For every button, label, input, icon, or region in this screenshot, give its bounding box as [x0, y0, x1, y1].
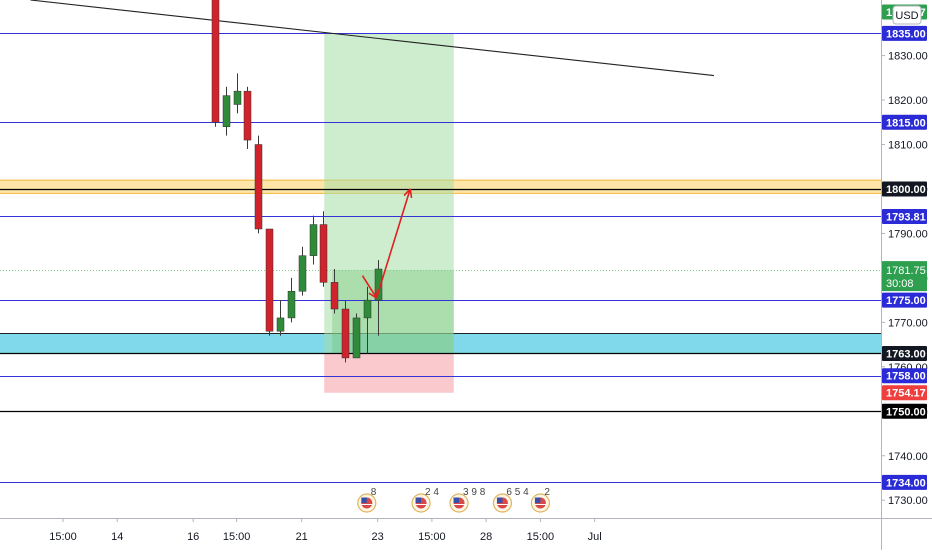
level-lines-layer	[0, 33, 881, 483]
level-price-tag-9: 1734.00	[886, 477, 926, 489]
candle-body-11	[330, 282, 339, 310]
level-price-tag-1-bg	[882, 114, 927, 130]
candle-body-14	[363, 299, 372, 319]
event-count-3: 6 5 4	[506, 487, 529, 498]
y-tick-label-4: 1770.00	[888, 317, 928, 329]
last-price-tag-bg	[882, 261, 927, 292]
x-tick-label-1: 14	[111, 531, 123, 543]
last-price-tag: 1781.75	[886, 265, 926, 277]
candle-body-4	[254, 144, 263, 230]
position-loss-area[interactable]	[324, 353, 454, 393]
candle-body-9	[309, 224, 318, 256]
x-tick-label-2: 16	[187, 531, 199, 543]
time-axis-bg	[0, 518, 932, 550]
projection-arrow-layer[interactable]	[361, 188, 413, 299]
event-count-2: 3 9 8	[463, 487, 486, 498]
level-price-tag-5-bg	[882, 345, 927, 361]
x-tick-label-7: 28	[480, 531, 492, 543]
candles-layer	[211, 0, 383, 363]
x-tick-label-6: 15:00	[418, 531, 446, 543]
level-price-tag-9-bg	[882, 474, 927, 490]
level-price-tag-2-bg	[882, 181, 927, 197]
level-price-tag-0-bg	[882, 25, 927, 41]
y-tick-label-0: 1730.00	[888, 495, 928, 507]
y-tick-label-8: 1810.00	[888, 140, 928, 152]
level-price-tag-6: 1758.00	[886, 371, 926, 383]
event-count-0: 8	[371, 487, 377, 498]
candle-body-7	[287, 290, 296, 319]
event-flag-canton-4	[534, 497, 541, 503]
candle-body-10	[319, 224, 328, 283]
currency-badge-bg[interactable]	[892, 5, 922, 25]
level-price-tag-3: 1793.81	[886, 211, 926, 223]
event-flag-canton-1	[415, 497, 422, 503]
x-tick-label-3: 15:00	[223, 531, 251, 543]
x-tick-label-9: Jul	[588, 531, 602, 543]
last-price-countdown: 30:08	[886, 278, 914, 290]
projection-arrowhead-mid-1	[368, 292, 377, 299]
projection-arrowhead-mid-0	[374, 288, 378, 298]
level-price-tag-7-bg	[882, 385, 927, 401]
event-count-4: 2	[544, 487, 550, 498]
y-tick-label-1: 1740.00	[888, 451, 928, 463]
x-tick-label-0: 15:00	[49, 531, 77, 543]
level-price-tag-8: 1750.00	[886, 406, 926, 418]
y-tick-label-6: 1790.00	[888, 228, 928, 240]
level-price-tag-3-bg	[882, 208, 927, 224]
candle-body-1	[222, 95, 231, 127]
projection-arrowhead-end-0	[403, 188, 411, 197]
trend-line[interactable]	[30, 0, 715, 77]
y-tick-label-10: 1830.00	[888, 51, 928, 63]
candle-body-15	[374, 268, 383, 301]
level-price-tag-4-bg	[882, 292, 927, 308]
projection-arrowhead-end-1	[409, 188, 413, 198]
event-flag-canton-2	[453, 497, 460, 503]
event-count-1: 2 4	[425, 487, 439, 498]
candle-body-3	[243, 90, 252, 141]
y-tick-label-9: 1820.00	[888, 95, 928, 107]
candle-body-2	[233, 90, 242, 105]
candle-body-8	[298, 255, 307, 292]
level-price-tag-5: 1763.00	[886, 348, 926, 360]
level-price-tag-4: 1775.00	[886, 295, 926, 307]
currency-label[interactable]: USD	[895, 10, 918, 22]
event-flag-canton-0	[361, 497, 367, 503]
price-labels-layer: 1839.671835.001815.001800.001793.811775.…	[882, 4, 927, 490]
level-price-tag-2: 1800.00	[886, 184, 926, 196]
event-flag-canton-3	[496, 497, 503, 503]
economic-events-layer: 8 2 4 3 9 8 6 5 4 2	[357, 487, 550, 513]
position-open-pnl-area	[332, 270, 454, 354]
level-price-tag-7: 1754.17	[886, 388, 926, 400]
candle-body-13	[352, 317, 361, 359]
x-tick-label-5: 23	[372, 531, 384, 543]
candle-body-0	[211, 0, 220, 123]
candle-body-5	[265, 228, 274, 332]
level-price-tag-0: 1835.00	[886, 28, 926, 40]
level-price-tag-8-bg	[882, 403, 927, 419]
x-tick-label-8: 15:00	[527, 531, 555, 543]
candle-body-12	[341, 308, 350, 359]
x-tick-label-4: 21	[296, 531, 308, 543]
level-price-tag-1: 1815.00	[886, 117, 926, 129]
candle-body-6	[276, 317, 285, 332]
level-price-tag-6-bg	[882, 368, 927, 384]
trend-line-layer[interactable]	[30, 0, 715, 77]
